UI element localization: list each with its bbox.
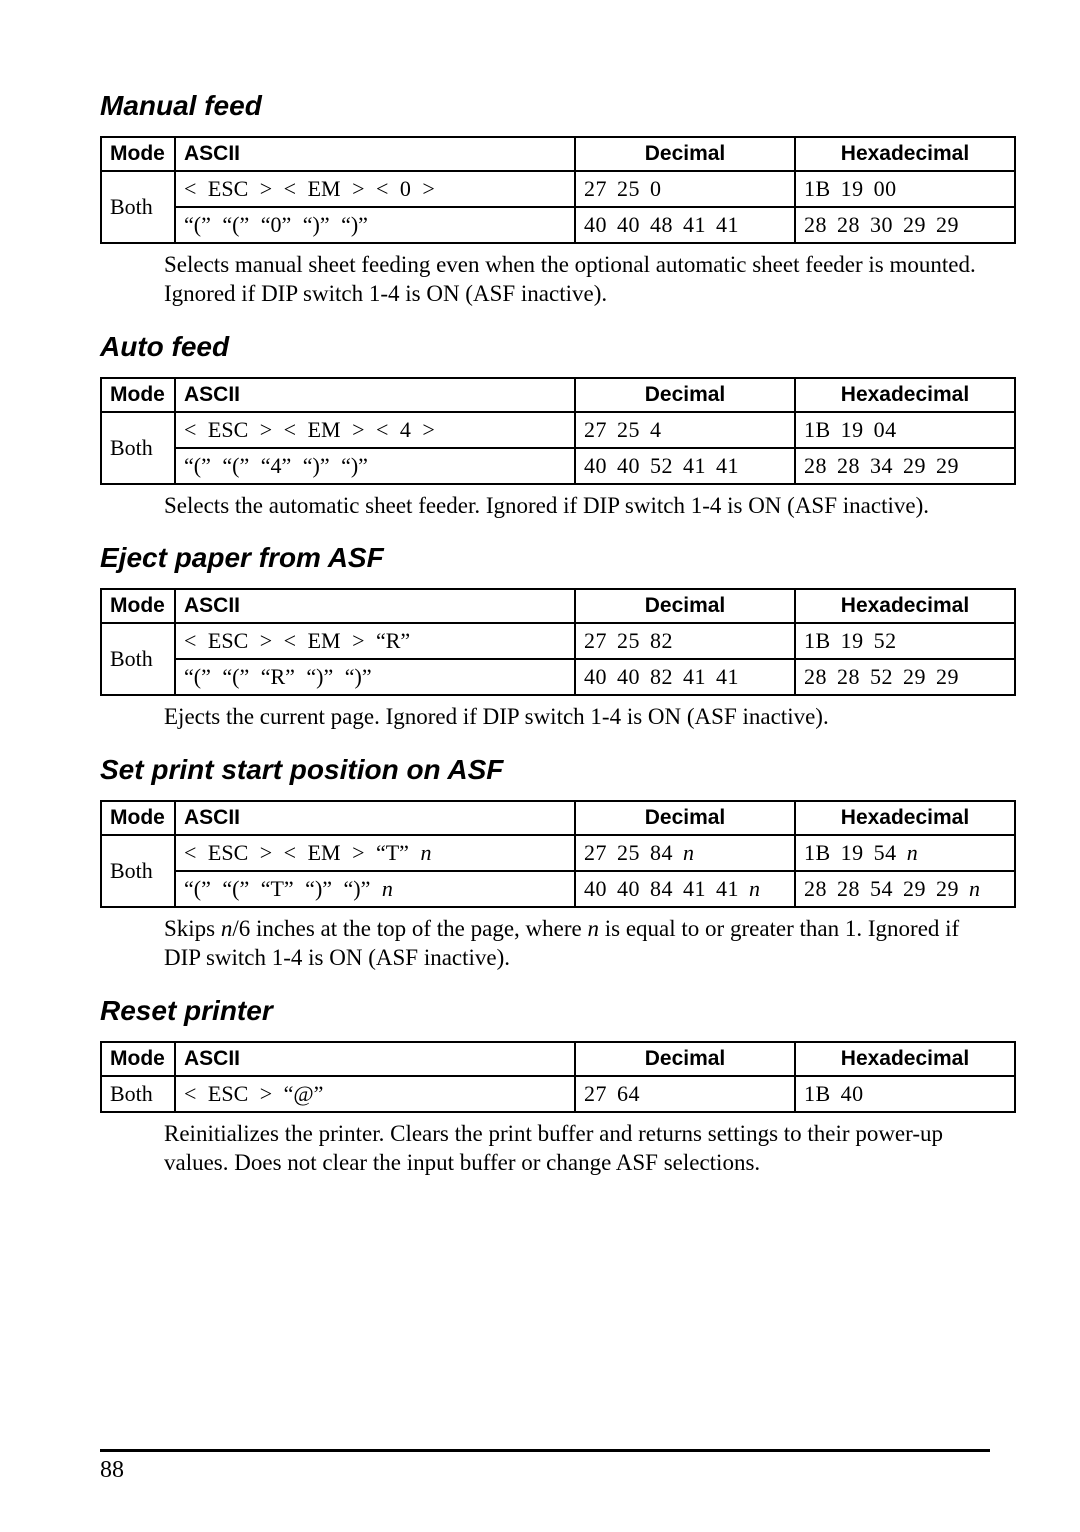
section-description: Selects manual sheet feeding even when t… bbox=[164, 250, 990, 309]
ascii-cell: < ESC > < EM > “R” bbox=[175, 623, 575, 659]
section-description: Reinitializes the printer. Clears the pr… bbox=[164, 1119, 990, 1178]
col-hex: Hexadecimal bbox=[795, 1042, 1015, 1076]
footer-rule bbox=[100, 1449, 990, 1452]
command-table: Mode ASCII Decimal Hexadecimal Both < ES… bbox=[100, 1041, 1016, 1113]
col-mode: Mode bbox=[101, 378, 175, 412]
ascii-cell: < ESC > < EM > < 4 > bbox=[175, 412, 575, 448]
ascii-cell: “(” “(” “4” “)” “)” bbox=[175, 448, 575, 484]
col-decimal: Decimal bbox=[575, 589, 795, 623]
section-description: Ejects the current page. Ignored if DIP … bbox=[164, 702, 990, 731]
command-table: Mode ASCII Decimal Hexadecimal Both < ES… bbox=[100, 377, 1016, 485]
decimal-cell: 40 40 48 41 41 bbox=[575, 207, 795, 243]
col-hex: Hexadecimal bbox=[795, 378, 1015, 412]
decimal-cell: 27 64 bbox=[575, 1076, 795, 1112]
table-header-row: Mode ASCII Decimal Hexadecimal bbox=[101, 801, 1015, 835]
col-decimal: Decimal bbox=[575, 801, 795, 835]
decimal-cell: 27 25 0 bbox=[575, 171, 795, 207]
decimal-cell: 27 25 84 n bbox=[575, 835, 795, 871]
col-ascii: ASCII bbox=[175, 137, 575, 171]
section-description: Selects the automatic sheet feeder. Igno… bbox=[164, 491, 990, 520]
mode-cell: Both bbox=[101, 623, 175, 695]
col-mode: Mode bbox=[101, 137, 175, 171]
section-title: Set print start position on ASF bbox=[100, 754, 990, 786]
col-ascii: ASCII bbox=[175, 801, 575, 835]
section-title: Reset printer bbox=[100, 995, 990, 1027]
col-hex: Hexadecimal bbox=[795, 801, 1015, 835]
col-ascii: ASCII bbox=[175, 1042, 575, 1076]
mode-cell: Both bbox=[101, 412, 175, 484]
table-row: “(” “(” “T” “)” “)” n 40 40 84 41 41 n 2… bbox=[101, 871, 1015, 907]
col-ascii: ASCII bbox=[175, 589, 575, 623]
hex-cell: 1B 19 00 bbox=[795, 171, 1015, 207]
ascii-cell: < ESC > “@” bbox=[175, 1076, 575, 1112]
table-header-row: Mode ASCII Decimal Hexadecimal bbox=[101, 1042, 1015, 1076]
table-row: “(” “(” “R” “)” “)” 40 40 82 41 41 28 28… bbox=[101, 659, 1015, 695]
table-row: “(” “(” “4” “)” “)” 40 40 52 41 41 28 28… bbox=[101, 448, 1015, 484]
col-mode: Mode bbox=[101, 1042, 175, 1076]
decimal-cell: 27 25 82 bbox=[575, 623, 795, 659]
hex-cell: 28 28 30 29 29 bbox=[795, 207, 1015, 243]
hex-cell: 1B 19 54 n bbox=[795, 835, 1015, 871]
mode-cell: Both bbox=[101, 171, 175, 243]
page-number: 88 bbox=[100, 1457, 124, 1484]
table-row: Both < ESC > < EM > < 4 > 27 25 4 1B 19 … bbox=[101, 412, 1015, 448]
table-row: Both < ESC > “@” 27 64 1B 40 bbox=[101, 1076, 1015, 1112]
hex-cell: 28 28 54 29 29 n bbox=[795, 871, 1015, 907]
col-mode: Mode bbox=[101, 801, 175, 835]
table-row: “(” “(” “0” “)” “)” 40 40 48 41 41 28 28… bbox=[101, 207, 1015, 243]
decimal-cell: 40 40 82 41 41 bbox=[575, 659, 795, 695]
section-title: Eject paper from ASF bbox=[100, 542, 990, 574]
ascii-cell: “(” “(” “R” “)” “)” bbox=[175, 659, 575, 695]
decimal-cell: 40 40 84 41 41 n bbox=[575, 871, 795, 907]
decimal-cell: 40 40 52 41 41 bbox=[575, 448, 795, 484]
col-decimal: Decimal bbox=[575, 137, 795, 171]
table-row: Both < ESC > < EM > < 0 > 27 25 0 1B 19 … bbox=[101, 171, 1015, 207]
hex-cell: 1B 19 04 bbox=[795, 412, 1015, 448]
section-title: Auto feed bbox=[100, 331, 990, 363]
ascii-cell: “(” “(” “0” “)” “)” bbox=[175, 207, 575, 243]
col-hex: Hexadecimal bbox=[795, 137, 1015, 171]
table-row: Both < ESC > < EM > “T” n 27 25 84 n 1B … bbox=[101, 835, 1015, 871]
col-mode: Mode bbox=[101, 589, 175, 623]
col-decimal: Decimal bbox=[575, 378, 795, 412]
hex-cell: 28 28 34 29 29 bbox=[795, 448, 1015, 484]
section-description: Skips n/6 inches at the top of the page,… bbox=[164, 914, 990, 973]
table-header-row: Mode ASCII Decimal Hexadecimal bbox=[101, 589, 1015, 623]
hex-cell: 28 28 52 29 29 bbox=[795, 659, 1015, 695]
document-page: Manual feed Mode ASCII Decimal Hexadecim… bbox=[0, 0, 1080, 1532]
ascii-cell: < ESC > < EM > “T” n bbox=[175, 835, 575, 871]
table-header-row: Mode ASCII Decimal Hexadecimal bbox=[101, 137, 1015, 171]
ascii-cell: “(” “(” “T” “)” “)” n bbox=[175, 871, 575, 907]
ascii-cell: < ESC > < EM > < 0 > bbox=[175, 171, 575, 207]
hex-cell: 1B 40 bbox=[795, 1076, 1015, 1112]
col-decimal: Decimal bbox=[575, 1042, 795, 1076]
command-table: Mode ASCII Decimal Hexadecimal Both < ES… bbox=[100, 588, 1016, 696]
hex-cell: 1B 19 52 bbox=[795, 623, 1015, 659]
col-ascii: ASCII bbox=[175, 378, 575, 412]
mode-cell: Both bbox=[101, 1076, 175, 1112]
command-table: Mode ASCII Decimal Hexadecimal Both < ES… bbox=[100, 136, 1016, 244]
command-table: Mode ASCII Decimal Hexadecimal Both < ES… bbox=[100, 800, 1016, 908]
mode-cell: Both bbox=[101, 835, 175, 907]
col-hex: Hexadecimal bbox=[795, 589, 1015, 623]
section-title: Manual feed bbox=[100, 90, 990, 122]
table-row: Both < ESC > < EM > “R” 27 25 82 1B 19 5… bbox=[101, 623, 1015, 659]
decimal-cell: 27 25 4 bbox=[575, 412, 795, 448]
table-header-row: Mode ASCII Decimal Hexadecimal bbox=[101, 378, 1015, 412]
